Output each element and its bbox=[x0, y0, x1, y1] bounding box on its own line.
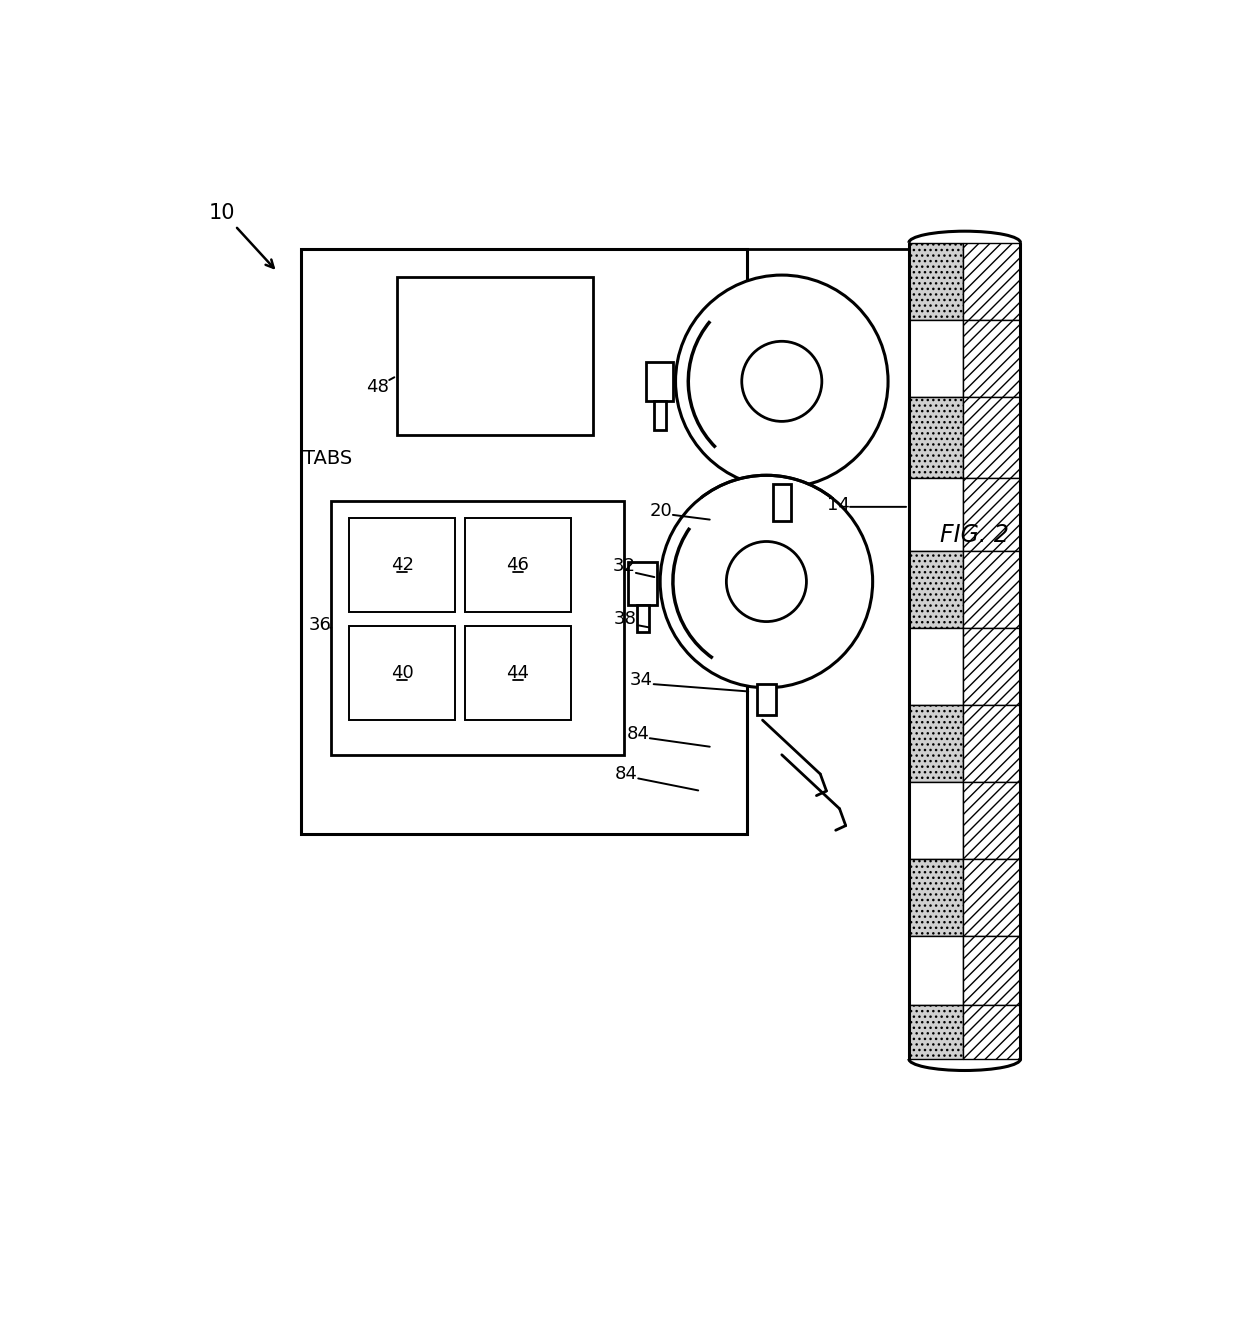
Bar bbox=[350, 519, 455, 612]
Bar bbox=[962, 936, 1021, 1005]
Bar bbox=[962, 320, 1021, 396]
Text: 84: 84 bbox=[626, 724, 650, 743]
Text: 36: 36 bbox=[309, 616, 331, 635]
Bar bbox=[909, 782, 962, 859]
Bar bbox=[773, 483, 791, 520]
Bar bbox=[331, 500, 624, 755]
Bar bbox=[962, 396, 1021, 478]
Bar bbox=[962, 478, 1021, 551]
Circle shape bbox=[676, 275, 888, 487]
Bar bbox=[909, 1005, 962, 1059]
Text: 20: 20 bbox=[650, 502, 672, 520]
Text: 34: 34 bbox=[630, 672, 653, 689]
Bar bbox=[909, 551, 962, 628]
Bar bbox=[962, 628, 1021, 705]
Text: 10: 10 bbox=[208, 204, 236, 224]
Text: 40: 40 bbox=[391, 664, 414, 682]
Bar bbox=[627, 562, 657, 605]
Bar bbox=[758, 684, 776, 715]
Text: FIG. 2: FIG. 2 bbox=[940, 523, 1008, 548]
Bar bbox=[962, 782, 1021, 859]
Text: 42: 42 bbox=[391, 556, 414, 574]
Bar bbox=[909, 936, 962, 1005]
Text: 32: 32 bbox=[613, 557, 635, 576]
Circle shape bbox=[742, 341, 822, 421]
Bar bbox=[909, 478, 962, 551]
Circle shape bbox=[660, 475, 873, 687]
Bar bbox=[909, 396, 962, 478]
Bar bbox=[909, 320, 962, 396]
Text: 44: 44 bbox=[506, 664, 529, 682]
Bar bbox=[962, 1005, 1021, 1059]
Bar bbox=[646, 362, 673, 400]
Bar bbox=[962, 859, 1021, 936]
Bar bbox=[465, 519, 570, 612]
Bar bbox=[909, 705, 962, 782]
Bar bbox=[397, 278, 593, 435]
Bar bbox=[465, 626, 570, 720]
Bar bbox=[653, 400, 666, 429]
Bar bbox=[962, 551, 1021, 628]
Bar bbox=[300, 249, 748, 834]
Text: 84: 84 bbox=[615, 765, 637, 784]
Bar bbox=[909, 859, 962, 936]
Circle shape bbox=[727, 541, 806, 622]
Text: 14: 14 bbox=[827, 495, 849, 514]
Text: TABS: TABS bbox=[303, 449, 352, 468]
Bar bbox=[962, 705, 1021, 782]
Bar bbox=[962, 242, 1021, 320]
Bar bbox=[909, 628, 962, 705]
Bar bbox=[350, 626, 455, 720]
Text: 48: 48 bbox=[366, 378, 389, 396]
Bar bbox=[637, 605, 649, 632]
Text: 46: 46 bbox=[506, 556, 529, 574]
Bar bbox=[909, 242, 962, 320]
Text: 38: 38 bbox=[614, 610, 637, 627]
